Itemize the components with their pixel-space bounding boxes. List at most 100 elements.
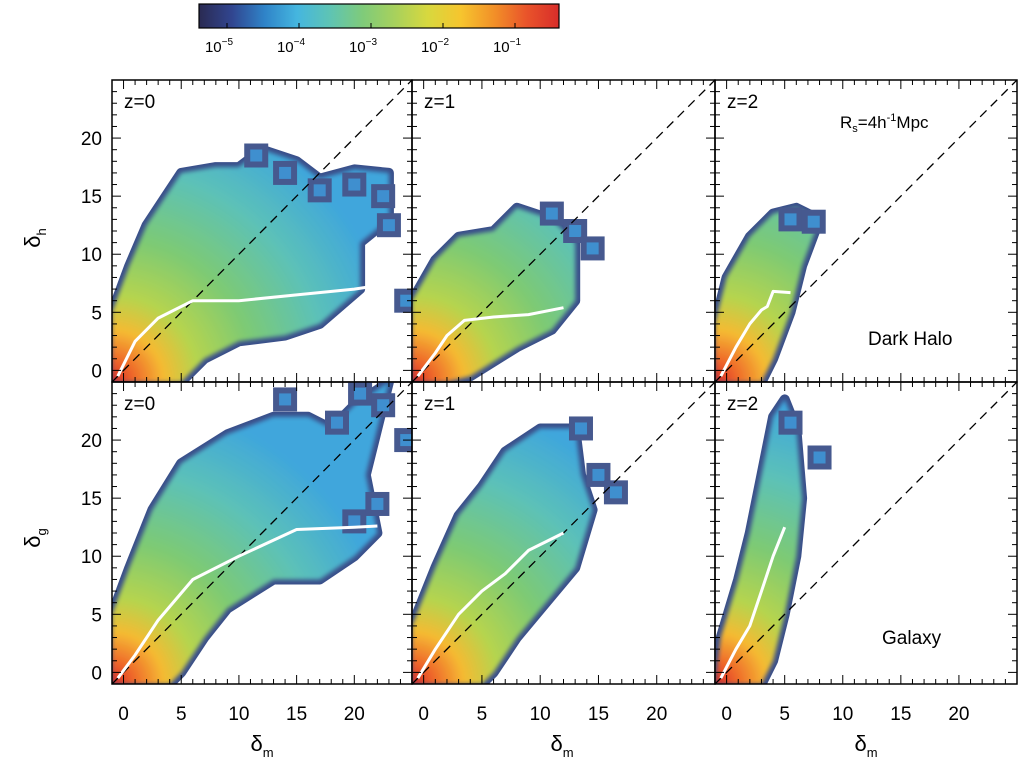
svg-text:Rs=4h-1Mpc: Rs=4h-1Mpc — [840, 112, 929, 135]
mean-relation-line — [116, 284, 378, 377]
x-tick-label: 5 — [779, 704, 790, 725]
density-cell-core — [592, 468, 605, 481]
x-tick-label: 20 — [646, 704, 667, 725]
x-tick-label: 10 — [832, 704, 853, 725]
panels: 0 5 10 15 20 z=0 z=1 z=2 0 5 10 15 20 0 5 10 15 20 z=0 0 5 10… — [81, 79, 1018, 725]
smoothing-sub: s — [852, 123, 858, 135]
x-tick-label: 20 — [948, 704, 969, 725]
x-tick-label: 5 — [477, 704, 488, 725]
density-cell-core — [784, 416, 797, 429]
mean-relation-line — [719, 526, 787, 679]
density-cell-core — [813, 451, 826, 464]
ylabel-bottom: δg — [20, 528, 49, 547]
y-tick-label: 20 — [81, 129, 102, 150]
ylabel-top-main: δ — [20, 235, 45, 247]
density-cell-core — [377, 399, 390, 412]
colorbar-ticks: 10−5 10−4 10−3 10−2 10−1 — [205, 23, 522, 56]
x-tick-label: 15 — [286, 704, 307, 725]
svg-text:δg: δg — [20, 528, 49, 547]
density-field — [412, 428, 593, 684]
panel-galaxy-z0: 0 5 10 15 20 0 5 10 15 20 z=0 — [81, 381, 413, 725]
density-cell-core — [807, 215, 820, 228]
panel-label: z=2 — [727, 394, 758, 415]
x-tick-label: 0 — [118, 704, 129, 725]
mean-relation-line — [116, 524, 378, 680]
xlabel-col2-main: δ — [550, 731, 562, 756]
panel-galaxy-z2: 0 5 10 15 20 z=2 — [714, 381, 1018, 725]
x-tick-label: 5 — [176, 704, 187, 725]
density-cell-core — [313, 184, 326, 197]
density-cell-core — [586, 242, 599, 255]
y-tick-label: 10 — [81, 245, 102, 266]
panel-dark-halo-z1: z=1 — [411, 79, 716, 383]
smoothing-sup: -1 — [887, 112, 897, 124]
x-tick-label: 15 — [588, 704, 609, 725]
identity-line — [112, 382, 412, 684]
colorbar-strip — [198, 3, 560, 29]
ylabel-bottom-sub: g — [34, 528, 49, 535]
xlabel-col3-main: δ — [854, 731, 866, 756]
y-tick-label: 20 — [81, 431, 102, 452]
colorbar: 10−5 10−4 10−3 10−2 10−1 — [198, 3, 560, 56]
panel-label: z=0 — [124, 92, 155, 113]
xlabel-col2-sub: m — [563, 745, 574, 760]
density-field — [715, 399, 803, 684]
y-tick-label: 15 — [81, 489, 102, 510]
panel-label: z=0 — [124, 394, 155, 415]
colorbar-tick-label: 10−5 — [205, 37, 234, 56]
y-tick-label: 10 — [81, 547, 102, 568]
xlabel-col2: δm — [550, 731, 573, 760]
y-tick-label: 15 — [81, 187, 102, 208]
smoothing-tail: Mpc — [896, 113, 929, 132]
density-field — [112, 149, 389, 382]
row-label-galaxy: Galaxy — [882, 628, 942, 649]
xlabel-col3-sub: m — [867, 745, 878, 760]
xlabel-col3: δm — [854, 731, 877, 760]
density-field — [112, 382, 389, 684]
xlabel-col1-sub: m — [263, 745, 274, 760]
xlabel-col1: δm — [250, 731, 273, 760]
panel-label: z=1 — [424, 92, 455, 113]
mean-relation-line — [416, 531, 565, 679]
y-tick-label: 5 — [91, 605, 102, 626]
y-tick-label: 0 — [91, 663, 102, 684]
colorbar-tick-label: 10−3 — [349, 37, 378, 56]
x-tick-label: 0 — [721, 704, 732, 725]
x-tick-label: 20 — [344, 704, 365, 725]
density-cell-core — [545, 207, 558, 220]
density-cell-core — [371, 497, 384, 510]
density-cell-core — [348, 515, 361, 528]
ylabel-bottom-main: δ — [20, 535, 45, 547]
density-cell-core — [569, 225, 582, 237]
density-cell-core — [609, 486, 622, 499]
density-cell-core — [382, 219, 395, 232]
density-cell-core — [574, 422, 587, 435]
panel-galaxy-z1: 0 5 10 15 20 z=1 — [411, 381, 716, 725]
svg-text:δh: δh — [20, 228, 49, 247]
smoothing-annotation: Rs=4h-1Mpc — [840, 112, 929, 135]
identity-line — [412, 80, 715, 382]
panel-dark-halo-z0: 0 5 10 15 20 z=0 — [81, 79, 413, 383]
row-label-dark-halo: Dark Halo — [868, 329, 952, 350]
x-tick-label: 15 — [890, 704, 911, 725]
x-tick-label: 0 — [418, 704, 429, 725]
density-cell-core — [250, 149, 263, 162]
xlabel-col1-main: δ — [250, 731, 262, 756]
panel-label: z=2 — [727, 92, 758, 113]
density-cell-core — [400, 294, 412, 307]
density-cell-core — [354, 387, 367, 400]
density-cell-core — [784, 213, 797, 226]
mean-relation-line — [719, 289, 791, 377]
y-tick-label: 5 — [91, 303, 102, 324]
density-cell-core — [348, 178, 361, 191]
density-field — [412, 207, 576, 382]
identity-line — [715, 382, 1017, 684]
density-cell-core — [377, 190, 390, 203]
panel-label: z=1 — [424, 394, 455, 415]
colorbar-tick-label: 10−2 — [421, 37, 450, 56]
density-cell-core — [279, 393, 292, 406]
y-tick-label: 0 — [91, 361, 102, 382]
colorbar-tick-label: 10−1 — [493, 37, 522, 56]
x-tick-label: 10 — [530, 704, 551, 725]
